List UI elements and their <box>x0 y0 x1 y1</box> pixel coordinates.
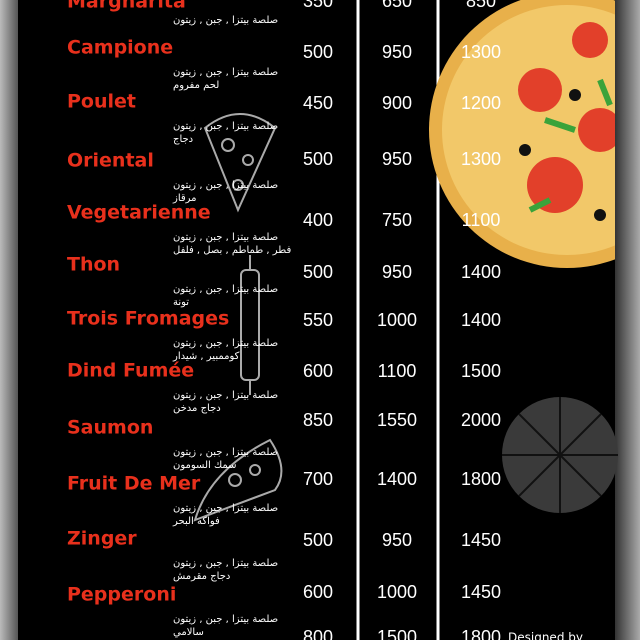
item-price: 1550 <box>377 410 417 430</box>
footer-credit: Designed by <box>508 631 583 640</box>
item-price: 1100 <box>462 210 501 230</box>
item-price: 650 <box>382 0 412 11</box>
item-price: 1800 <box>461 469 501 489</box>
item-description: صلصة بيتزا , جبن , زيتون <box>173 67 278 78</box>
item-description: صلصة بيتزا , جبن , زيتون <box>173 232 278 243</box>
item-description: دجاج <box>173 134 193 145</box>
item-price: 500 <box>303 262 333 282</box>
item-description: صلصة بيتزا , جبن , زيتون <box>173 121 278 132</box>
item-price: 950 <box>382 42 412 62</box>
item-description: صلصة بيتزا , جبن , زيتون <box>173 284 278 295</box>
item-price: 950 <box>382 149 412 169</box>
item-price: 1000 <box>377 582 417 602</box>
item-price: 400 <box>303 210 333 230</box>
item-name: Campione <box>67 37 173 59</box>
item-price: 1200 <box>461 93 501 113</box>
item-description: صلصة بيتزا , جبن , زيتون <box>173 390 278 401</box>
item-price: 800 <box>303 627 333 640</box>
item-description: سالامي <box>173 627 204 638</box>
item-description: لحم مفروم <box>173 80 219 91</box>
item-description: صلصة بيتزا , جبن , زيتون <box>173 180 278 191</box>
item-name: Poulet <box>67 91 136 113</box>
item-description: مرقاز <box>172 193 197 204</box>
item-description: سمك السومون <box>173 460 237 471</box>
item-price: 700 <box>303 469 333 489</box>
item-price: 1500 <box>377 627 417 640</box>
item-description: صلصة بيتزا , جبن , زيتون <box>173 447 278 458</box>
item-price: 1500 <box>461 361 501 381</box>
left-edge <box>0 0 18 640</box>
item-description: دجاج مقرمش <box>173 571 230 582</box>
item-description: تونة <box>173 297 189 308</box>
item-price: 950 <box>382 262 412 282</box>
item-price: 1400 <box>377 469 417 489</box>
item-price: 1400 <box>461 310 501 330</box>
item-price: 500 <box>303 530 333 550</box>
item-name: Vegetarienne <box>67 202 211 224</box>
item-description: صلصة بيتزا , جبن , زيتون <box>173 338 278 349</box>
item-name: Trois Fromages <box>67 308 229 330</box>
item-name: Fruit De Mer <box>67 473 201 495</box>
item-price: 900 <box>382 93 412 113</box>
item-price: 2000 <box>461 410 501 430</box>
item-name: Saumon <box>67 417 153 439</box>
item-price: 550 <box>303 310 333 330</box>
item-price: 600 <box>303 361 333 381</box>
pizza-photo <box>429 0 615 268</box>
item-price: 1000 <box>377 310 417 330</box>
item-name: Pepperoni <box>67 584 176 606</box>
item-description: صلصة بيتزا , جبن , زيتون <box>173 558 278 569</box>
item-price: 1100 <box>378 361 417 381</box>
item-price: 1300 <box>461 149 501 169</box>
item-description: دجاج مدخن <box>173 403 221 414</box>
item-price: 850 <box>466 0 496 11</box>
item-description: صلصة بيتزا , جبن , زيتون <box>173 503 278 514</box>
item-name: Thon <box>67 254 120 276</box>
item-price: 1300 <box>461 42 501 62</box>
item-price: 450 <box>303 93 333 113</box>
item-price: 750 <box>382 210 412 230</box>
item-price: 1450 <box>461 530 501 550</box>
item-price: 1400 <box>461 262 501 282</box>
item-description: صلصة بيتزا , جبن , زيتون <box>173 614 278 625</box>
item-description: فطر , طماطم , بصل , فلفل <box>173 245 291 256</box>
item-price: 1800 <box>461 627 501 640</box>
pizza-silhouette <box>502 397 618 513</box>
item-price: 600 <box>303 582 333 602</box>
item-name: Dind Fumée <box>67 360 194 382</box>
item-description: كوممبير , شيدار <box>172 351 240 362</box>
item-price: 850 <box>303 410 333 430</box>
item-price: 350 <box>303 0 333 11</box>
item-description: صلصة بيتزا , جبن , زيتون <box>173 15 278 26</box>
item-price: 950 <box>382 530 412 550</box>
item-price: 500 <box>303 149 333 169</box>
item-price: 500 <box>303 42 333 62</box>
item-name: Oriental <box>67 150 154 172</box>
item-name: Margharita <box>67 0 186 13</box>
item-description: فواكه البحر <box>172 516 220 527</box>
item-price: 1450 <box>461 582 501 602</box>
decorative-icons <box>193 113 283 522</box>
item-name: Zinger <box>67 528 137 550</box>
right-edge <box>615 0 640 640</box>
